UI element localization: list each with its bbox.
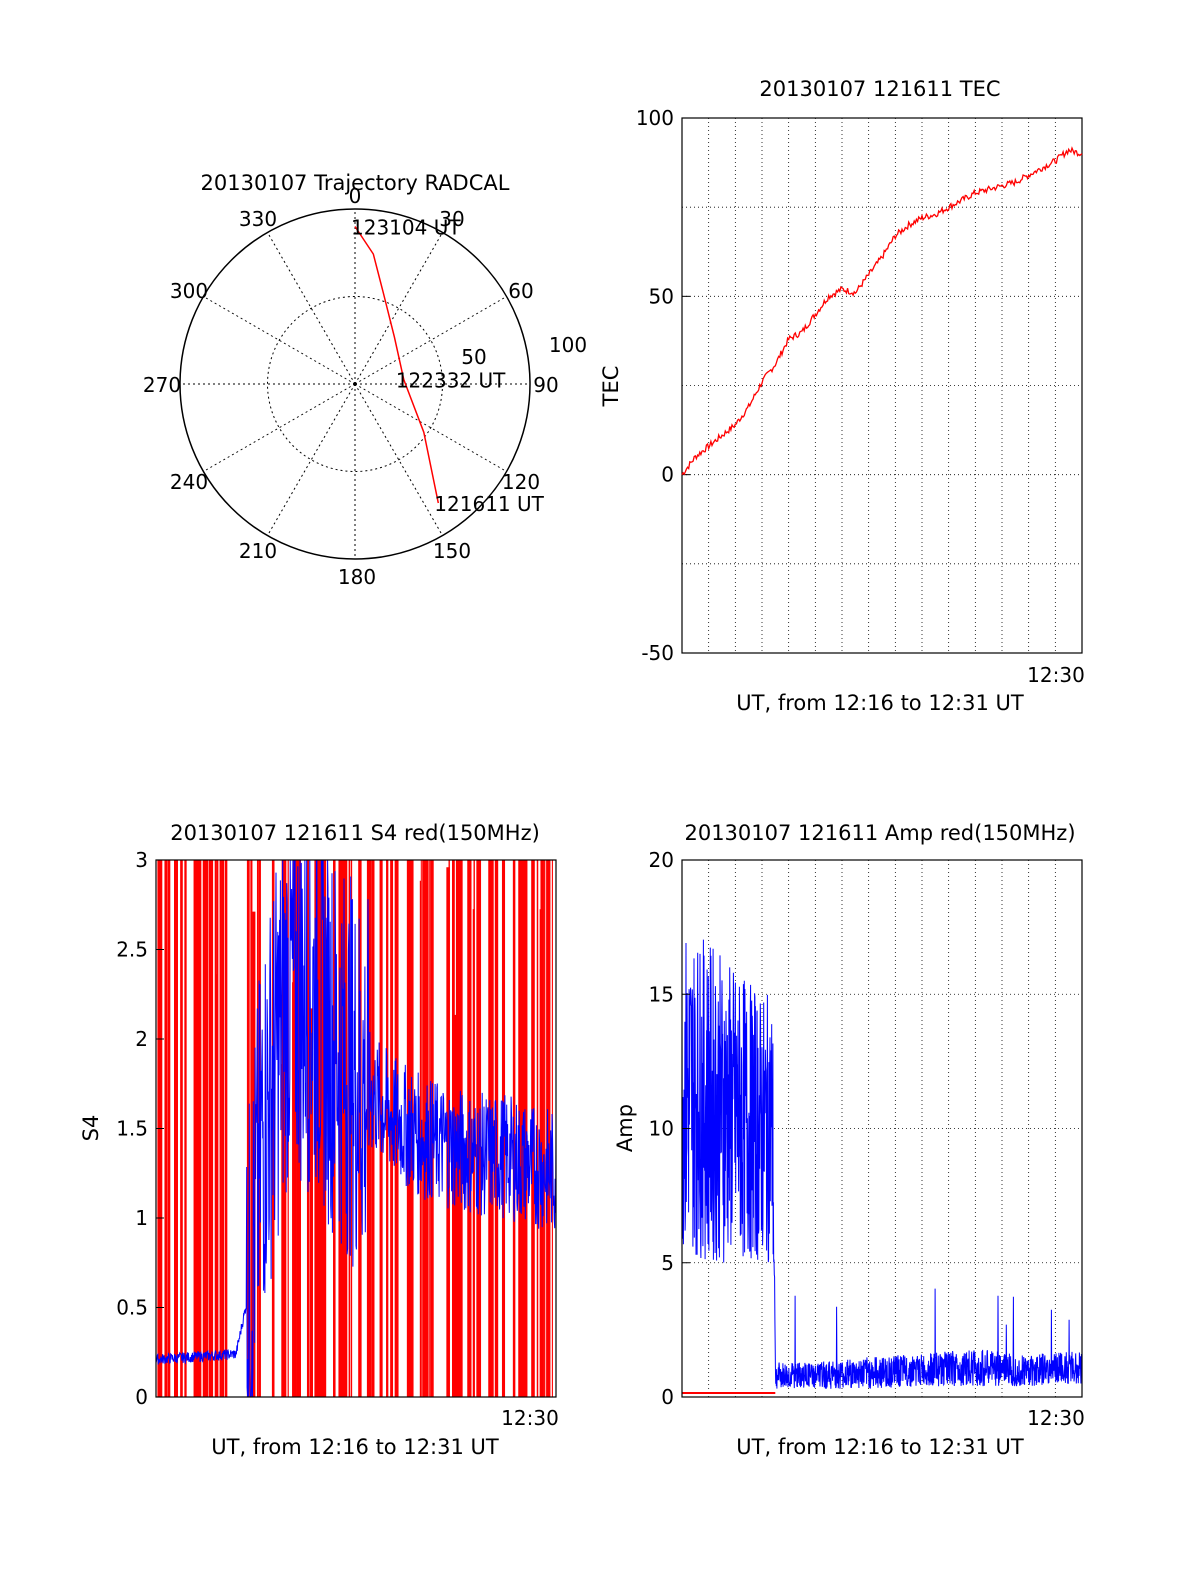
s4-x-tick-label: 12:30: [501, 1406, 559, 1430]
polar-azimuth-label-240: 240: [170, 470, 208, 494]
tec-grid: [682, 118, 1082, 653]
polar-azimuth-label-120: 120: [502, 470, 540, 494]
tec-y-tick-label: 50: [649, 284, 674, 308]
s4-title: 20130107 121611 S4 red(150MHz): [170, 821, 540, 845]
amp-y-ticks: 20 15 10 5 0: [649, 848, 690, 1409]
polar-azimuth-labels: 0 30 60 90 120 150 180 210 240 270 300 330: [143, 184, 559, 589]
polar-azimuth-label-330: 330: [239, 207, 277, 231]
tec-y-tick-label: 0: [661, 463, 674, 487]
tec-series-line: [681, 146, 1083, 476]
s4-blue-series: [155, 859, 557, 1398]
polar-azimuth-label-0: 0: [349, 184, 362, 208]
polar-radial-label-50: 50: [461, 345, 486, 369]
s4-y-tick-label: 3: [135, 848, 148, 872]
s4-y-tick-label: 2.5: [116, 938, 148, 962]
polar-radial-label-100: 100: [549, 333, 587, 357]
tec-title: 20130107 121611 TEC: [759, 77, 1000, 101]
tec-x-axis-label: UT, from 12:16 to 12:31 UT: [736, 691, 1024, 715]
polar-azimuth-label-210: 210: [239, 539, 277, 563]
polar-azimuth-label-90: 90: [533, 373, 558, 397]
s4-plot: 20130107 121611 S4 red(150MHz) 3 2.5 2 1.5 1…: [79, 821, 559, 1459]
trajectory-annotation: 123104 UT: [351, 216, 461, 240]
amp-x-tick-label: 12:30: [1027, 1406, 1085, 1430]
tec-x-tick-label: 12:30: [1027, 663, 1085, 687]
trajectory-track: [354, 226, 440, 504]
s4-y-tick-label: 0: [135, 1385, 148, 1409]
s4-y-tick-label: 0.5: [116, 1296, 148, 1320]
s4-y-tick-label: 1.5: [116, 1117, 148, 1141]
polar-spoke-300: [203, 296, 356, 385]
s4-y-axis-label: S4: [79, 1115, 103, 1142]
tec-y-tick-label: -50: [641, 641, 674, 665]
polar-outer-circle: [179, 208, 531, 560]
polar-spoke-210: [267, 383, 356, 536]
polar-azimuth-label-150: 150: [433, 539, 471, 563]
amp-blue-series: [681, 939, 1083, 1389]
polar-spoke-30: [354, 232, 443, 385]
s4-y-ticks: 3 2.5 2 1.5 1 0.5 0: [116, 848, 164, 1409]
amp-y-tick-label: 5: [661, 1251, 674, 1275]
trajectory-annotations: 123104 UT 122332 UT 121611 UT: [351, 216, 545, 516]
polar-azimuth-label-270: 270: [143, 373, 181, 397]
amp-title: 20130107 121611 Amp red(150MHz): [684, 821, 1075, 845]
amp-y-tick-label: 20: [649, 848, 674, 872]
amp-y-tick-label: 10: [649, 1117, 674, 1141]
polar-azimuth-label-60: 60: [508, 279, 533, 303]
s4-y-tick-label: 2: [135, 1027, 148, 1051]
polar-azimuth-label-30: 30: [439, 207, 464, 231]
tec-y-ticks: 100 50 0 -50: [636, 106, 690, 665]
amp-y-tick-label: 15: [649, 982, 674, 1006]
polar-azimuth-label-300: 300: [170, 279, 208, 303]
tec-plot-frame: [681, 117, 1083, 654]
polar-spoke-330: [267, 232, 356, 385]
tec-y-tick-label: 100: [636, 106, 674, 130]
polar-azimuth-label-180: 180: [338, 565, 376, 589]
polar-spoke-60: [354, 296, 507, 385]
trajectory-polar-plot: 20130107 Trajectory RADCAL 0 30 60 90 120 150…: [143, 171, 587, 589]
tec-plot: 20130107 121611 TEC 100 50 0 -50 12:30 UT, …: [599, 77, 1085, 715]
trajectory-annotation: 122332 UT: [396, 369, 506, 393]
polar-title: 20130107 Trajectory RADCAL: [201, 171, 510, 195]
polar-spoke-120: [354, 383, 507, 472]
trajectory-annotation: 121611 UT: [434, 492, 544, 516]
tec-y-axis-label: TEC: [599, 366, 623, 408]
polar-grid: [179, 208, 531, 560]
amp-y-axis-label: Amp: [613, 1104, 637, 1152]
s4-x-axis-label: UT, from 12:16 to 12:31 UT: [211, 1435, 499, 1459]
polar-inner-circle: [267, 296, 443, 472]
amp-x-axis-label: UT, from 12:16 to 12:31 UT: [736, 1435, 1024, 1459]
amp-y-tick-label: 0: [661, 1385, 674, 1409]
amp-plot: 20130107 121611 Amp red(150MHz) 20 15 10 5 0…: [613, 821, 1085, 1459]
polar-spoke-150: [354, 383, 443, 536]
polar-spoke-240: [203, 383, 356, 472]
s4-y-tick-label: 1: [135, 1206, 148, 1230]
